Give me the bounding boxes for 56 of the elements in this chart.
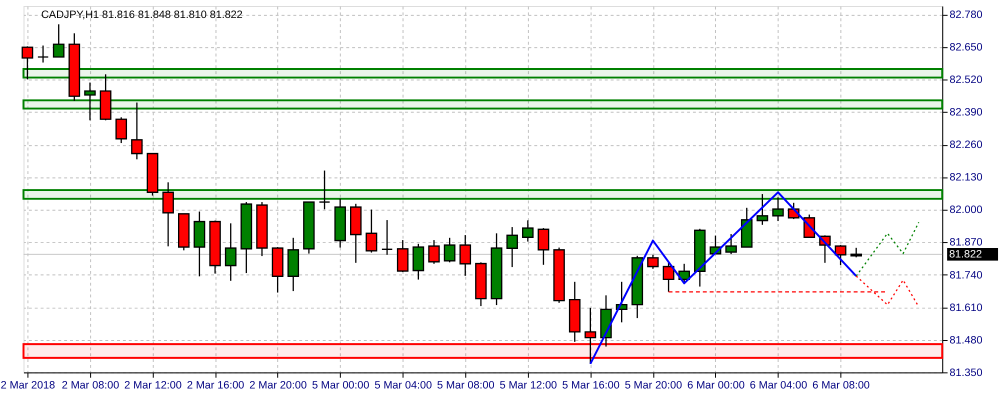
x-tick-label: 5 Mar 04:00 bbox=[374, 380, 432, 392]
candlestick bbox=[428, 239, 440, 264]
x-tick-label: 2 Mar 12:00 bbox=[124, 380, 182, 392]
y-tick-label: 81.870 bbox=[950, 236, 982, 249]
x-tick-label: 5 Mar 16:00 bbox=[562, 380, 620, 392]
candlestick bbox=[584, 307, 596, 364]
chart-title: CADJPY,H1 81.816 81.848 81.810 81.822 bbox=[41, 8, 243, 21]
candlestick bbox=[396, 239, 409, 273]
x-tick-label: 5 Mar 08:00 bbox=[437, 380, 494, 392]
candlestick bbox=[756, 193, 768, 226]
candlestick bbox=[22, 46, 34, 80]
line-series bbox=[589, 191, 858, 365]
y-tick-label: 81.480 bbox=[950, 334, 982, 346]
candlestick bbox=[444, 237, 456, 263]
candlestick bbox=[412, 243, 424, 280]
candlestick bbox=[522, 220, 534, 242]
candlestick bbox=[52, 24, 64, 58]
x-tick-label: 2 Mar 08:00 bbox=[62, 380, 120, 392]
candlestick bbox=[850, 247, 862, 258]
x-tick-label: 5 Mar 20:00 bbox=[624, 380, 682, 392]
candlestick bbox=[538, 227, 550, 266]
ref-line-label: 81.822 bbox=[949, 248, 982, 260]
y-tick-label: 82.390 bbox=[950, 106, 982, 119]
candlestick bbox=[84, 82, 96, 121]
candlestick bbox=[381, 219, 393, 256]
x-tick-label: 2 Mar 20:00 bbox=[249, 380, 307, 392]
y-tick-label: 82.520 bbox=[950, 74, 982, 86]
candlestick bbox=[772, 196, 784, 222]
x-tick-label: 2 Mar 2018 bbox=[0, 380, 56, 392]
x-tick-label: 2 Mar 16:00 bbox=[186, 380, 244, 392]
x-tick-label: 6 Mar 04:00 bbox=[750, 380, 808, 392]
candlestick bbox=[834, 244, 846, 266]
candlestick bbox=[366, 208, 378, 254]
x-tick-label: 6 Mar 08:00 bbox=[812, 380, 870, 392]
line-series bbox=[856, 222, 920, 277]
candlestick bbox=[37, 44, 49, 64]
candlestick bbox=[725, 233, 737, 255]
y-tick-label: 82.650 bbox=[950, 42, 982, 54]
candlestick bbox=[162, 182, 174, 247]
candlestick bbox=[318, 170, 330, 210]
y-tick-label: 81.350 bbox=[950, 366, 982, 379]
y-tick-label: 81.740 bbox=[950, 269, 982, 282]
x-tick-label: 6 Mar 00:00 bbox=[687, 380, 745, 392]
y-tick-label: 82.260 bbox=[950, 139, 982, 152]
x-tick-label: 5 Mar 00:00 bbox=[312, 380, 370, 392]
candlestick bbox=[647, 254, 659, 270]
candlestick bbox=[506, 226, 518, 268]
x-tick-label: 5 Mar 12:00 bbox=[500, 380, 558, 392]
y-tick-label: 82.780 bbox=[950, 9, 982, 22]
candlestick bbox=[115, 116, 128, 144]
y-tick-label: 81.610 bbox=[950, 302, 982, 314]
y-tick-label: 82.000 bbox=[950, 204, 982, 216]
candlestick bbox=[224, 222, 237, 282]
candlestick bbox=[459, 234, 472, 276]
candlestick bbox=[131, 102, 143, 160]
y-tick-label: 82.130 bbox=[950, 172, 982, 184]
